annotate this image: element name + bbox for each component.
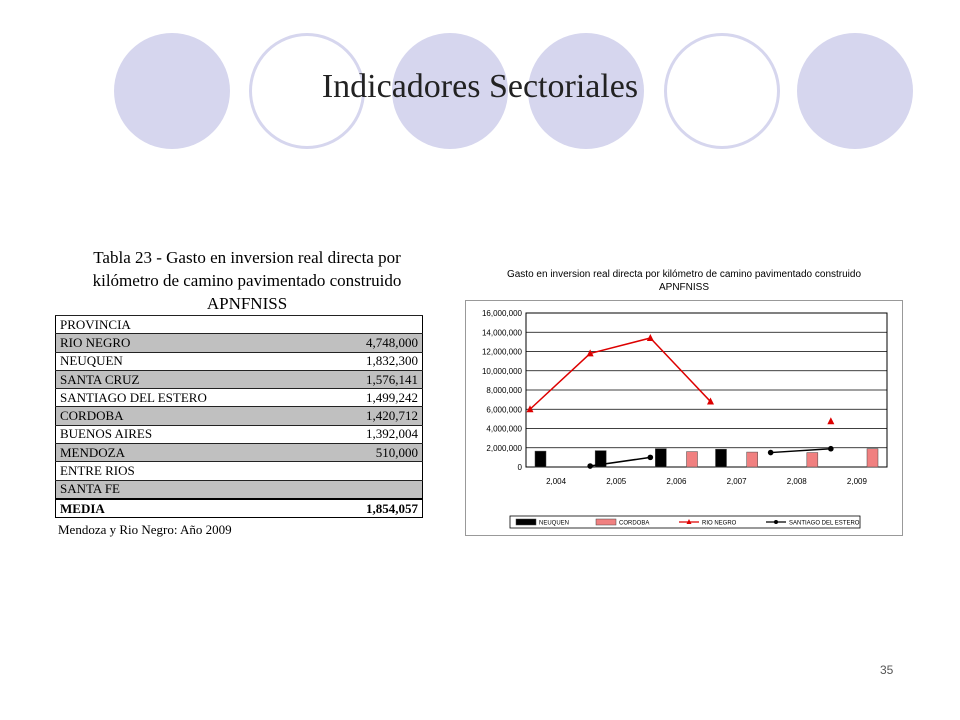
province-table: PROVINCIA RIO NEGRO 4,748,000 NEUQUEN 1,… (55, 314, 423, 519)
chart-svg: 0 2,000,000 4,000,000 6,000,000 8,000,000 10,… (482, 309, 888, 529)
line-segment-rio-negro (529, 352, 591, 410)
table-row: SANTA CRUZ 1,576,141 (55, 369, 423, 389)
point-rio-negro (707, 397, 714, 405)
province-name: BUENOS AIRES (55, 424, 320, 444)
table-caption-line: Tabla 23 - Gasto en inversion real direc… (93, 248, 401, 267)
bar-neuquen (594, 450, 607, 468)
table-caption-line: kilómetro de camino pavimentado construi… (92, 271, 402, 290)
bar-neuquen (715, 448, 727, 468)
x-tick-label: 2,006 (666, 477, 687, 486)
province-name: RIO NEGRO (55, 333, 320, 353)
point-santiago-del-estero (767, 449, 774, 456)
y-tick-label: 10,000,000 (482, 367, 523, 376)
point-santiago-del-estero (828, 445, 834, 452)
x-tick-label: 2,009 (847, 477, 868, 486)
province-name: CORDOBA (55, 406, 320, 426)
line-segment-santiago-del-estero (590, 456, 651, 467)
table-row: MENDOZA 510,000 (55, 443, 423, 462)
province-value: 4,748,000 (319, 333, 423, 353)
legend-label: CORDOBA (619, 521, 649, 527)
x-tick-label: 2,004 (546, 477, 567, 486)
y-tick-label: 4,000,000 (486, 425, 522, 434)
table-header-value-cell (319, 314, 423, 334)
bar-neuquen (534, 450, 547, 468)
table-row: RIO NEGRO 4,748,000 (55, 333, 423, 353)
slide-title: Indicadores Sectoriales (321, 68, 639, 105)
chart-title: Gasto en inversion real directa por kiló… (465, 268, 903, 294)
province-value: 1,832,300 (319, 351, 423, 371)
decorative-circle-1 (114, 33, 230, 149)
x-tick-label: 2,007 (727, 477, 748, 486)
bar-cordoba (686, 451, 698, 468)
decorative-circle-2 (249, 33, 365, 149)
legend-swatch (515, 518, 537, 526)
province-name: MENDOZA (55, 443, 320, 462)
line-segment-santiago-del-estero (770, 447, 831, 454)
table-row: CORDOBA 1,420,712 (55, 406, 423, 426)
chart-title-line: Gasto en inversion real directa por kiló… (506, 269, 862, 280)
province-value: 1,499,242 (319, 388, 423, 407)
x-tick-label: 2,005 (606, 477, 627, 486)
province-name: SANTIAGO DEL ESTERO (55, 388, 320, 407)
y-tick-label: 2,000,000 (486, 444, 522, 453)
table-header-row: PROVINCIA (55, 314, 423, 334)
point-rio-negro (586, 349, 594, 357)
bar-cordoba (746, 451, 758, 468)
table-row: SANTIAGO DEL ESTERO 1,499,242 (55, 388, 423, 407)
bar-cordoba (866, 448, 879, 468)
legend-label: RIO NEGRO (702, 521, 737, 527)
table-media-row: MEDIA 1,854,057 (55, 497, 423, 518)
y-tick-label: 14,000,000 (482, 328, 523, 337)
page-number: 35 (880, 663, 894, 677)
bar-neuquen (655, 448, 667, 468)
y-tick-label: 6,000,000 (486, 405, 522, 414)
media-label: MEDIA (55, 497, 320, 518)
point-rio-negro (526, 405, 534, 413)
chart-title-line: APNFNISS (658, 282, 709, 293)
table-row: NEUQUEN 1,832,300 (55, 351, 423, 371)
point-santiago-del-estero (647, 454, 654, 461)
table-caption: Tabla 23 - Gasto en inversion real direc… (52, 246, 442, 315)
decorative-circle-3 (392, 33, 508, 149)
y-tick-label: 0 (518, 463, 523, 472)
decorative-circle-4 (528, 33, 644, 149)
line-segment-rio-negro (589, 337, 651, 355)
province-name: SANTA FE (55, 479, 320, 499)
table-row: BUENOS AIRES 1,392,004 (55, 424, 423, 444)
legend-label: SANTIAGO DEL ESTERO (789, 521, 860, 527)
y-tick-label: 12,000,000 (482, 348, 523, 357)
point-rio-negro (827, 417, 835, 425)
chart-container: 0 2,000,000 4,000,000 6,000,000 8,000,000 10,… (465, 300, 903, 536)
x-tick-label: 2,008 (787, 477, 808, 486)
province-name: SANTA CRUZ (55, 369, 320, 389)
point-santiago-del-estero (587, 463, 593, 469)
table-note: Mendoza y Rio Negro: Año 2009 (58, 522, 232, 537)
province-value: 510,000 (319, 443, 423, 462)
table-header-cell: PROVINCIA (55, 314, 320, 334)
y-tick-label: 16,000,000 (482, 309, 523, 318)
line-segment-rio-negro (649, 337, 712, 403)
province-name: ENTRE RIOS (55, 461, 320, 481)
province-value (319, 461, 423, 481)
province-value: 1,420,712 (319, 406, 423, 426)
province-value (319, 479, 423, 499)
table-caption-line: APNFNISS (206, 294, 288, 313)
y-tick-label: 8,000,000 (486, 386, 522, 395)
province-name: NEUQUEN (55, 351, 320, 371)
province-value: 1,576,141 (319, 369, 423, 389)
table-row: ENTRE RIOS (55, 461, 423, 481)
bar-cordoba (806, 452, 819, 468)
province-value: 1,392,004 (319, 424, 423, 444)
legend-swatch (595, 518, 617, 526)
legend-marker (774, 520, 778, 524)
legend-label: NEUQUEN (539, 521, 569, 527)
media-value: 1,854,057 (319, 497, 423, 518)
decorative-circle-6 (797, 33, 913, 149)
legend-marker (686, 519, 692, 524)
table-row: SANTA FE (55, 479, 423, 499)
decorative-circle-5 (664, 33, 780, 149)
point-rio-negro (646, 334, 654, 342)
